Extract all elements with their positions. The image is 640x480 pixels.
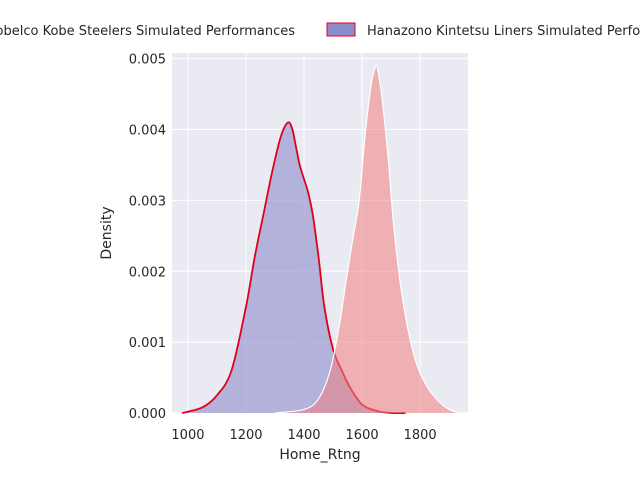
legend-swatch-series-2 [326,22,356,37]
y-tick-label: 0.001 [129,336,166,351]
y-tick-label: 0.004 [129,124,166,139]
y-tick-label: 0.002 [129,265,166,280]
series-1-area [182,122,406,414]
x-tick-label: 1400 [287,428,320,443]
x-tick-label: 1000 [171,428,204,443]
legend-label-series-2: Hanazono Kintetsu Liners Simulated Perfo… [367,24,640,39]
x-tick-label: 1800 [404,428,437,443]
y-axis-label: Density [99,206,115,259]
y-tick-label: 0.000 [129,407,166,422]
y-tick-label: 0.003 [129,194,166,209]
x-tick-label: 1200 [229,428,262,443]
x-axis-ticks: 1000 1200 1400 1600 1800 [171,428,436,443]
x-tick-label: 1600 [346,428,379,443]
legend: Kobelco Kobe Steelers Simulated Performa… [0,22,640,39]
x-axis-label: Home_Rtng [279,447,360,463]
series-2-line [274,64,461,414]
y-tick-label: 0.005 [129,53,166,68]
legend-label-series-1: Kobelco Kobe Steelers Simulated Performa… [0,24,295,39]
y-axis-ticks: 0.000 0.001 0.002 0.003 0.004 0.005 [129,53,166,422]
density-areas [181,64,461,415]
series-2-area [275,65,461,414]
